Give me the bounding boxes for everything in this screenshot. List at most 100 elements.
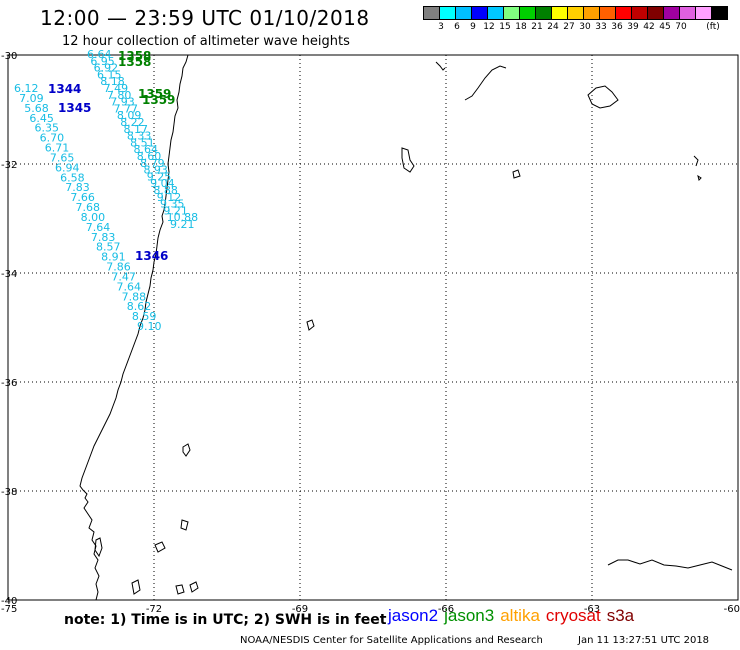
colorbar-cell [615,6,632,20]
swh-value: 8.51 [130,136,155,149]
swh-value: 7.83 [65,181,90,194]
swh-value: 7.88 [122,290,147,303]
longitude-label: -69 [292,604,308,615]
swh-value: 8.57 [96,241,121,254]
colorbar-cell [711,6,728,20]
colorbar-label: 21 [531,22,543,32]
swh-value: 6.45 [29,112,54,125]
swh-value: 8.09 [117,109,142,122]
small-lake-3 [693,155,699,167]
colorbar-cell [679,6,696,20]
swh-value: 7.47 [111,270,136,283]
colorbar-cell [695,6,712,20]
footnote: note: 1) Time is in UTC; 2) SWH is in fe… [64,612,387,628]
swh-value: 7.64 [117,280,142,293]
coastal-island-6 [189,581,199,593]
chiloe-island [94,537,103,558]
swh-value: 6.35 [35,122,60,135]
colorbar-label: 45 [659,22,671,32]
legend-item-s3a: s3a [606,606,635,625]
colorbar-cell [647,6,664,20]
swh-value: 7.77 [114,102,139,115]
coastal-island-4 [131,579,141,595]
swh-value: 9.21 [163,204,188,217]
swh-value: 9.10 [137,320,162,333]
swh-value: 7.80 [107,89,132,102]
colorbar-cell [551,6,568,20]
swh-value: 5.68 [24,102,49,115]
swh-value: 7.86 [106,261,131,274]
longitude-label: -72 [146,604,162,615]
colorbar-label: 70 [675,22,687,32]
swh-value: 8.00 [81,211,106,224]
swh-value: 6.71 [45,142,70,155]
latitude-label: -32 [1,160,17,171]
swh-colorbar [423,6,728,20]
swh-value: 9.04 [150,177,175,190]
colorbar-cell [471,6,488,20]
latitude-label: -36 [1,378,17,389]
colorbar-cell [423,6,440,20]
colorbar-cell [519,6,536,20]
swh-value: 8.59 [132,310,157,323]
swh-value: 7.64 [86,221,111,234]
swh-value: 7.49 [104,82,129,95]
satellite-legend: jason2 jason3 altika cryosat s3a [388,606,640,626]
swh-value: 6.64 [87,48,112,61]
coastal-island-2 [180,519,189,531]
colorbar-label: 9 [470,22,476,32]
colorbar-label: 30 [579,22,591,32]
colorbar-label: 42 [643,22,655,32]
rev-label: 1358 [118,49,151,63]
swh-value: 7.68 [76,201,101,214]
latitude-label: -30 [1,51,17,62]
colorbar-label: 6 [454,22,460,32]
rev-label: 1359 [138,87,171,101]
colorbar-labels: 3 6 9 12 15 18 21 24 27 30 33 36 39 42 45 70 (ft) [423,22,740,34]
colorbar-cell [631,6,648,20]
rev-label: 1358 [118,55,151,69]
longitude-label: -63 [584,604,600,615]
swh-value: 8.79 [140,157,165,170]
colorbar-label: 39 [627,22,639,32]
colorbar-label: 3 [438,22,444,32]
colorbar-cell [583,6,600,20]
coastal-island-5 [175,584,185,595]
colorbar-cell [439,6,456,20]
latitude-label: -34 [1,269,17,280]
generation-timestamp: Jan 11 13:27:51 UTC 2018 [578,635,710,646]
swh-value: 6.94 [55,161,80,174]
longitude-label: -60 [724,604,740,615]
swh-value: 6.70 [40,132,65,145]
rev-label: 1344 [48,82,81,96]
swh-value: 9.21 [170,218,195,231]
swh-value: 7.83 [91,231,116,244]
swh-value: 6.12 [14,82,39,95]
longitude-label: -75 [1,604,17,615]
swh-value: 8.18 [100,75,125,88]
colorbar-cell [599,6,616,20]
legend-item-altika: altika [500,606,540,625]
swh-value: 8.62 [127,300,152,313]
swh-value: 8.88 [153,184,178,197]
colorbar-cell [455,6,472,20]
chile-coastline [79,54,189,601]
lake-feature [587,85,619,109]
swh-value: 9.25 [147,170,172,183]
credit-line: NOAA/NESDIS Center for Satellite Applica… [240,635,543,646]
legend-item-cryosat: cryosat [545,606,601,625]
legend-item-jason3: jason3 [444,606,495,625]
swh-value: 9.12 [157,191,182,204]
coastal-island-1 [182,443,191,457]
legend-item-jason2: jason2 [388,606,439,625]
swh-value: 7.66 [70,191,95,204]
colorbar-cell [663,6,680,20]
swh-value: 8.22 [120,116,145,129]
colorbar-label: 33 [595,22,607,32]
colorbar-cell [503,6,520,20]
colorbar-label: 15 [499,22,511,32]
swh-value: 9.35 [160,198,185,211]
colorbar-label: 18 [515,22,527,32]
rev-label: 1346 [135,249,168,263]
